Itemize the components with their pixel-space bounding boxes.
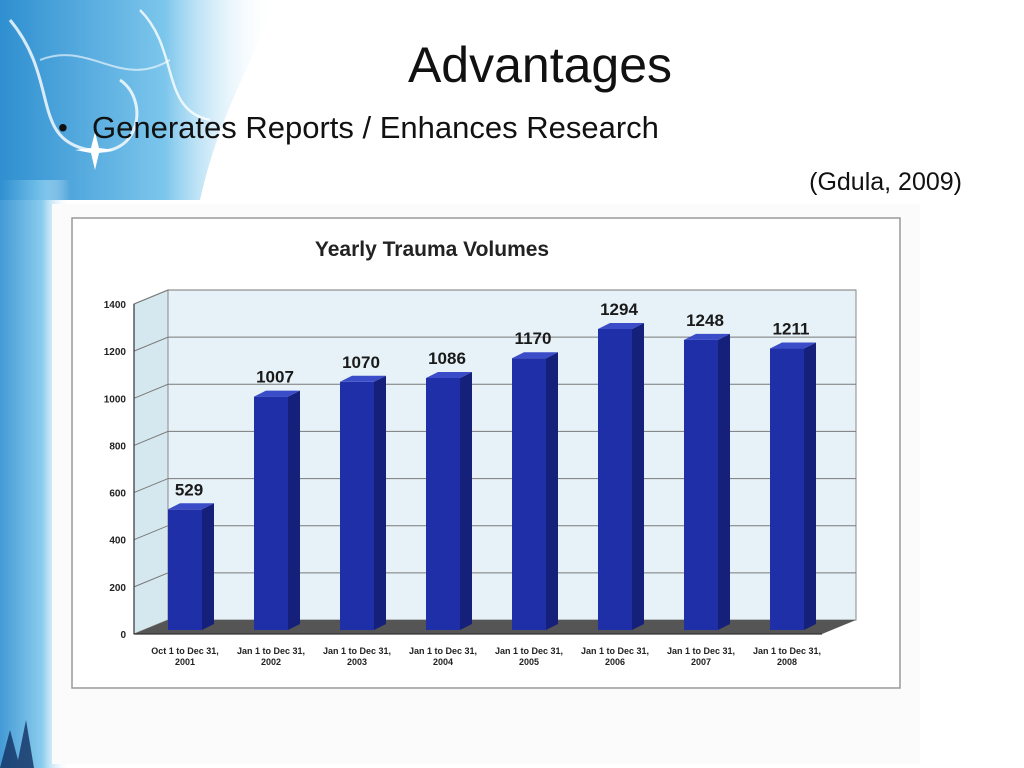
x-tick-label: 2006	[605, 657, 625, 667]
bar	[684, 339, 718, 630]
sparkle-icon	[75, 132, 115, 170]
data-label: 1070	[342, 353, 380, 372]
bar	[598, 328, 632, 630]
data-label: 1294	[600, 300, 638, 319]
x-tick-label: 2004	[433, 657, 453, 667]
bar	[340, 381, 374, 630]
bar-side	[804, 342, 816, 630]
bullet-item: • Generates Reports / Enhances Research	[58, 110, 659, 146]
bar-side	[202, 503, 214, 630]
y-tick-label: 1000	[104, 394, 127, 405]
x-tick-label: 2003	[347, 657, 367, 667]
x-tick-label: Jan 1 to Dec 31,	[667, 646, 735, 656]
plot-side-wall	[133, 289, 169, 635]
bar-top	[512, 352, 558, 359]
chart-scan-image: 0 200 400 600 800 1000 1200 1400 Yearly Trauma V…	[52, 204, 920, 764]
x-tick-label: Jan 1 to Dec 31,	[581, 646, 649, 656]
data-label: 1248	[686, 311, 724, 330]
bullet-text: Generates Reports / Enhances Research	[92, 110, 659, 145]
y-tick-label: 800	[109, 441, 126, 452]
y-tick-label: 1200	[104, 347, 127, 358]
chart-title: Yearly Trauma Volumes	[315, 238, 549, 261]
bar-top	[168, 503, 214, 510]
bar	[168, 509, 202, 630]
data-label: 1007	[256, 368, 294, 387]
x-tick-label: Jan 1 to Dec 31,	[323, 646, 391, 656]
y-tick-label: 400	[109, 536, 126, 547]
x-tick-label: 2002	[261, 657, 281, 667]
data-label: 1211	[773, 320, 810, 339]
x-tick-label: Oct 1 to Dec 31,	[151, 646, 219, 656]
x-tick-label: Jan 1 to Dec 31,	[495, 646, 563, 656]
bar-side	[632, 322, 644, 630]
y-tick-label: 0	[120, 630, 126, 641]
x-tick-label: 2008	[777, 657, 797, 667]
bar-top	[254, 390, 300, 397]
data-label: 1170	[515, 329, 552, 348]
gridline	[133, 289, 856, 305]
x-tick-label: 2001	[175, 657, 195, 667]
x-tick-label: Jan 1 to Dec 31,	[753, 646, 821, 656]
x-tick-label: 2007	[691, 657, 711, 667]
y-tick-label: 200	[109, 583, 126, 594]
citation: (Gdula, 2009)	[809, 168, 962, 196]
bar-top	[426, 372, 472, 379]
data-label: 529	[175, 480, 203, 499]
trauma-volume-chart: 0 200 400 600 800 1000 1200 1400 Yearly Trauma V…	[71, 217, 901, 689]
bar-side	[460, 372, 472, 630]
bullet-icon: •	[58, 112, 68, 143]
x-tick-label: 2005	[519, 657, 539, 667]
plot-floor	[134, 620, 856, 634]
data-label: 1086	[428, 349, 466, 368]
bar-side	[546, 352, 558, 630]
bar-top	[340, 375, 386, 382]
bar-side	[288, 390, 300, 630]
bar-top	[684, 333, 730, 340]
bar	[770, 348, 804, 630]
bar-side	[374, 375, 386, 630]
slide-title: Advantages	[407, 37, 673, 93]
bar	[512, 358, 546, 630]
x-tick-label: Jan 1 to Dec 31,	[409, 646, 477, 656]
bar	[254, 396, 288, 630]
bar-top	[598, 322, 644, 329]
bar-side	[718, 333, 730, 630]
y-tick-label: 600	[109, 489, 126, 500]
bar-top	[770, 342, 816, 349]
y-tick-label: 1400	[104, 300, 127, 311]
x-tick-label: Jan 1 to Dec 31,	[237, 646, 305, 656]
bar	[426, 378, 460, 630]
